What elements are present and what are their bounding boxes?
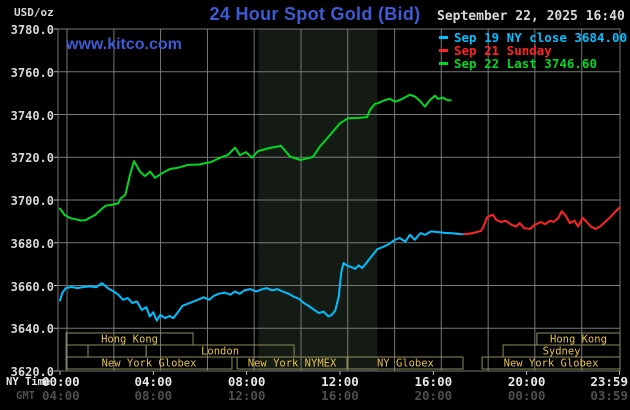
chart-datetime: September 22, 2025 16:40: [437, 9, 625, 24]
y-axis-tick-label: 3700.0: [10, 194, 54, 208]
x-axis-tick-label-ny: 08:00: [227, 374, 266, 389]
session-box-label: New York NYMEX: [248, 358, 337, 370]
legend-item-label: Sep 19 NY close 3684.00: [454, 30, 628, 45]
y-axis-tick-label: 3720.0: [10, 151, 54, 166]
session-box-label: Sydney: [543, 346, 581, 358]
session-box: [65, 344, 89, 358]
x-axis-tick-label-gmt: 04:00: [42, 388, 80, 403]
legend-item: Sep 21 Sunday: [439, 43, 627, 58]
legend-item-label: Sep 21 Sunday: [454, 43, 552, 58]
legend-item-label: Sep 22 Last 3746.60: [454, 56, 597, 71]
x-axis-tick-label-gmt: 12:00: [227, 388, 266, 403]
x-axis-tick-label-gmt: 03:59: [590, 388, 628, 403]
x-axis-tick-label-gmt: 16:00: [321, 388, 359, 403]
series-line-sep22: [59, 93, 452, 222]
y-axis-tick-label: 3740.0: [10, 108, 54, 123]
kitco-watermark-link[interactable]: www.kitco.com: [66, 36, 182, 53]
legend: Sep 19 NY close 3684.00 Sep 21 Sunday Sep …: [439, 30, 628, 71]
y-axis-tick-label: 3640.0: [10, 322, 54, 337]
chart-title: 24 Hour Spot Gold (Bid): [209, 4, 421, 24]
x-axis-tick-label-gmt: 20:00: [414, 388, 453, 403]
plot-border: [57, 28, 621, 372]
x-axis-tick-label-ny: 04:00: [134, 374, 173, 389]
legend-swatch-icon: [439, 62, 448, 65]
session-box: [87, 344, 147, 358]
session-box-label: London: [201, 346, 239, 358]
x-axis-tick-label-ny: 23:59: [590, 374, 628, 389]
y-axis-tick-label: 3780.0: [10, 23, 54, 37]
x-axis-tick-label-ny: 16:00: [414, 374, 453, 389]
session-box-label: NY Globex: [377, 358, 434, 370]
x-axis-tick-label-ny: 00:00: [42, 374, 80, 389]
y-axis-tick-label: 3760.0: [10, 65, 54, 80]
y-axis-tick-label: 3620.0: [10, 365, 54, 379]
session-box: [481, 356, 621, 370]
legend-item: Sep 22 Last 3746.60: [439, 56, 627, 71]
ny-time-row-label: NY Time: [6, 376, 51, 388]
y-axis-tick-label: 3680.0: [10, 236, 54, 251]
x-axis-tick-label-gmt: 00:00: [507, 388, 546, 403]
legend-swatch-icon: [439, 49, 448, 52]
session-box: [236, 356, 348, 370]
legend-item: Sep 19 NY close 3684.00: [439, 30, 628, 45]
session-box-label: New York Globex: [504, 358, 599, 370]
session-box-label: Hong Kong: [101, 334, 158, 346]
x-axis-tick-label-gmt: 08:00: [134, 388, 173, 403]
x-axis-tick-label-ny: 12:00: [321, 374, 359, 389]
y-axis-unit-label: USD/oz: [14, 6, 54, 19]
session-box-label: Hong Kong: [550, 334, 607, 346]
x-axis-tick-label-ny: 20:00: [507, 374, 546, 389]
session-box-label: New York Globex: [102, 358, 197, 370]
y-axis-tick-label: 3660.0: [10, 279, 54, 294]
legend-swatch-icon: [439, 36, 448, 39]
gmt-row-label: GMT: [16, 390, 35, 402]
session-box: [347, 356, 464, 370]
series-line-sep21: [462, 206, 621, 236]
session-box: [65, 356, 233, 370]
series-line-sep19: [59, 230, 465, 322]
